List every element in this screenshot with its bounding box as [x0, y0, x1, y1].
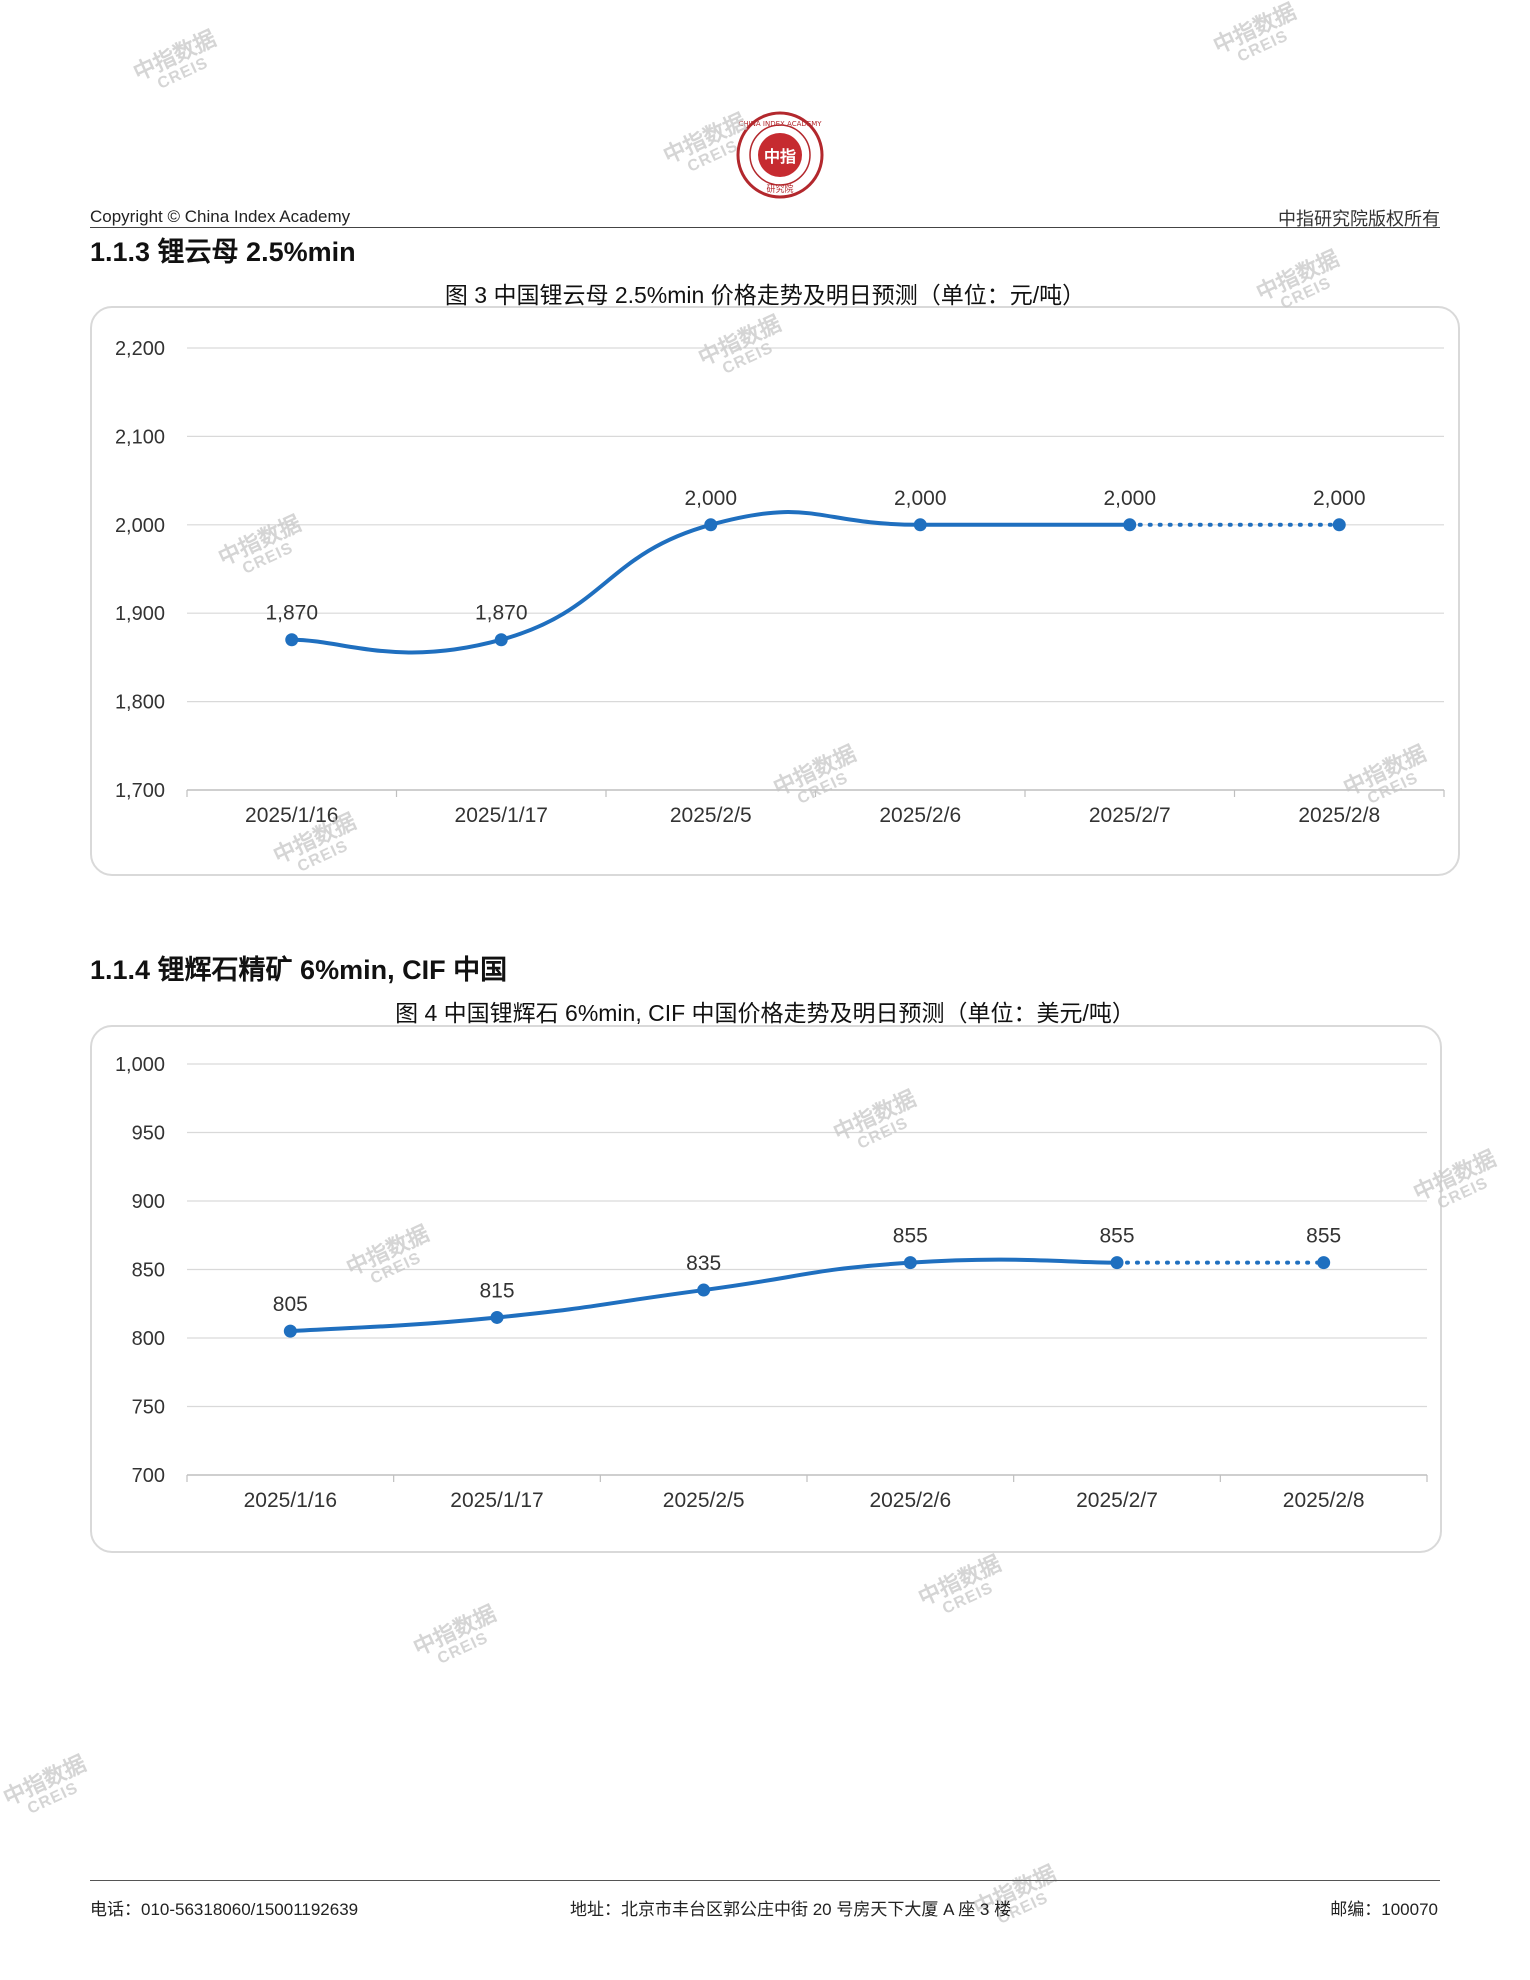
data-label: 1,870 [475, 602, 528, 625]
data-label: 2,000 [1313, 487, 1366, 510]
series-line [289, 510, 1132, 655]
data-point [913, 518, 927, 532]
footer-address: 地址：北京市丰台区郭公庄中街 20 号房天下大厦 A 座 3 楼 [570, 1900, 1012, 1919]
section-heading-spodumene: 1.1.4 锂辉石精矿 6%min, CIF 中国 [90, 955, 508, 985]
data-label: 2,000 [894, 487, 947, 510]
x-tick-label: 2025/2/5 [663, 1489, 745, 1512]
y-tick-label: 1,800 [115, 692, 165, 714]
x-tick-label: 2025/2/7 [1089, 804, 1171, 827]
figure-title-spodumene: 图 4 中国锂辉石 6%min, CIF 中国价格走势及明日预测（单位：美元/吨… [395, 1000, 1135, 1026]
watermark: 中指数据 CREIS [409, 1600, 500, 1668]
data-label: 805 [273, 1293, 308, 1316]
footer-postcode: 邮编：100070 [1330, 1900, 1438, 1919]
y-tick-label: 950 [132, 1123, 165, 1145]
chart-lepidolite: 1,700 1,800 1,900 2,000 2,100 2,200 2025/1/16 2… [90, 306, 1460, 876]
svg-text:CHINA INDEX ACADEMY: CHINA INDEX ACADEMY [738, 120, 822, 128]
x-tick-label: 2025/2/5 [670, 804, 752, 827]
data-point [1332, 518, 1346, 532]
svg-text:中指: 中指 [764, 147, 796, 166]
data-point [1317, 1256, 1331, 1270]
y-tick-label: 900 [132, 1191, 165, 1213]
watermark: 中指数据 CREIS [129, 25, 220, 93]
footer-divider [90, 1880, 1440, 1881]
x-tick-label: 2025/2/7 [1076, 1489, 1158, 1512]
data-label: 815 [479, 1279, 514, 1302]
chart-lepidolite-svg: 1,700 1,800 1,900 2,000 2,100 2,200 2025/1/16 2… [115, 338, 1445, 827]
y-tick-label: 1,000 [115, 1054, 165, 1076]
data-point [1123, 518, 1137, 532]
data-point [903, 1256, 917, 1270]
data-label: 835 [686, 1252, 721, 1275]
data-label: 2,000 [1103, 487, 1156, 510]
y-tick-label: 700 [132, 1465, 165, 1487]
y-tick-label: 2,200 [115, 338, 165, 360]
watermark: 中指数据 CREIS [1209, 0, 1300, 66]
data-point [490, 1310, 504, 1324]
rights-text: 中指研究院版权所有 [1278, 209, 1440, 230]
x-tick-label: 2025/2/8 [1283, 1489, 1365, 1512]
section-heading-lepidolite: 1.1.3 锂云母 2.5%min [90, 237, 356, 267]
china-index-academy-logo: 中指 研究院 CHINA INDEX ACADEMY [735, 110, 825, 200]
data-point [1110, 1256, 1124, 1270]
x-tick-label: 2025/1/16 [245, 804, 338, 827]
x-tick-label: 2025/1/17 [455, 804, 548, 827]
data-label: 1,870 [265, 602, 318, 625]
figure-title-lepidolite: 图 3 中国锂云母 2.5%min 价格走势及明日预测（单位：元/吨） [444, 282, 1086, 308]
data-label: 2,000 [684, 487, 737, 510]
x-tick-label: 2025/1/17 [450, 1489, 543, 1512]
footer-phone: 电话：010-56318060/15001192639 [90, 1900, 359, 1919]
watermark: 中指数据 CREIS [914, 1550, 1005, 1618]
header-divider [90, 227, 1440, 228]
y-tick-label: 750 [132, 1397, 165, 1419]
data-point [285, 633, 299, 647]
y-tick-label: 2,100 [115, 426, 165, 448]
y-tick-label: 850 [132, 1260, 165, 1282]
data-point [697, 1283, 711, 1297]
svg-text:研究院: 研究院 [766, 183, 793, 195]
y-tick-label: 1,700 [115, 780, 165, 802]
data-label: 855 [1099, 1225, 1134, 1248]
y-tick-label: 1,900 [115, 603, 165, 625]
data-point [704, 518, 718, 532]
data-point [283, 1324, 297, 1338]
x-tick-label: 2025/2/8 [1298, 804, 1380, 827]
data-point [494, 633, 508, 647]
data-label: 855 [893, 1225, 928, 1248]
data-label: 855 [1306, 1225, 1341, 1248]
x-tick-label: 2025/2/6 [869, 1489, 951, 1512]
copyright-text: Copyright © China Index Academy [90, 207, 351, 226]
watermark: 中指数据 CREIS [0, 1750, 90, 1818]
chart-spodumene-svg: 700 750 800 850 900 950 1,000 2025/1/16 2025/1/1… [115, 1054, 1428, 1512]
y-tick-label: 800 [132, 1328, 165, 1350]
chart-spodumene: 700 750 800 850 900 950 1,000 2025/1/16 2025/1/1… [90, 1025, 1442, 1553]
x-tick-label: 2025/2/6 [879, 804, 961, 827]
x-tick-label: 2025/1/16 [244, 1489, 337, 1512]
y-tick-label: 2,000 [115, 515, 165, 537]
